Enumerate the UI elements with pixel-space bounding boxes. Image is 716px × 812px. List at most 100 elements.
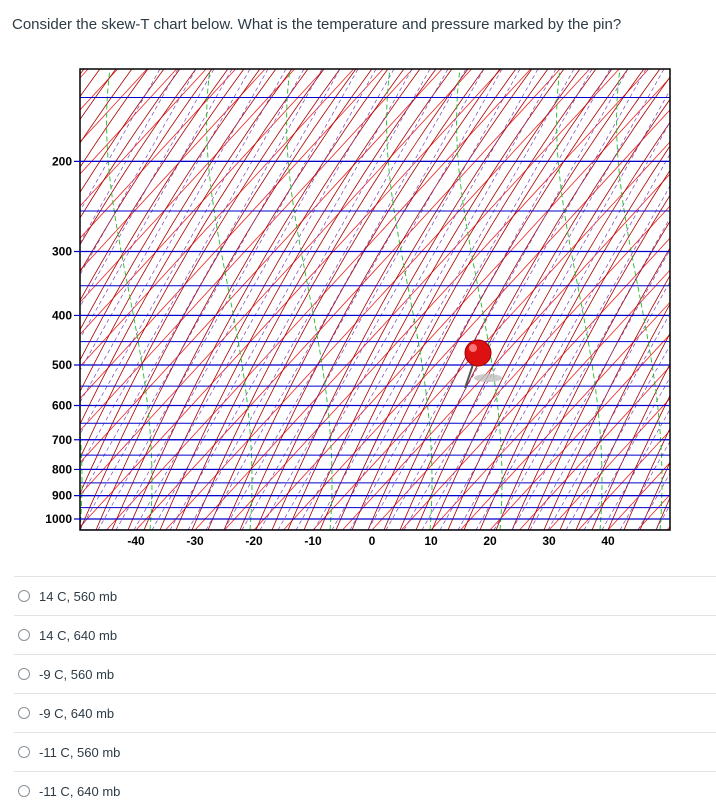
- isotherm-line: [578, 429, 670, 530]
- dry-adiabat: [319, 69, 581, 530]
- isotherm-line: [697, 69, 716, 530]
- dry-adiabat: [255, 69, 517, 530]
- mixing-ratio-line: [475, 185, 670, 530]
- mixing-ratio-line: [80, 69, 305, 467]
- mixing-ratio-line: [151, 69, 413, 530]
- mixing-ratio-line: [367, 69, 629, 530]
- dry-adiabat: [80, 69, 293, 426]
- moist-adiabat: [556, 69, 603, 530]
- dry-adiabat: [463, 145, 670, 530]
- dry-adiabat: [431, 98, 670, 530]
- radio-button[interactable]: [18, 785, 30, 797]
- dry-adiabat: [80, 69, 101, 98]
- isotherm-line: [80, 69, 413, 432]
- mixing-ratio-line: [439, 121, 670, 530]
- answer-label: -11 C, 640 mb: [39, 783, 121, 799]
- radio-button[interactable]: [18, 668, 30, 680]
- isotherm-line: [371, 205, 670, 530]
- pin-highlight: [469, 344, 477, 352]
- dry-adiabat: [80, 69, 245, 331]
- dry-adiabat: [623, 427, 670, 530]
- answer-label: -11 C, 560 mb: [39, 744, 121, 760]
- answer-label: 14 C, 560 mb: [39, 588, 118, 604]
- mixing-ratio-line: [295, 69, 557, 530]
- isotherm-line: [489, 333, 670, 530]
- x-tick-label: -40: [127, 534, 145, 548]
- mixing-ratio-line: [259, 69, 521, 530]
- mixing-ratio-line: [133, 69, 395, 530]
- dry-adiabat: [80, 69, 325, 495]
- dry-adiabat: [367, 69, 629, 530]
- x-tick-label: 20: [483, 534, 497, 548]
- mixing-ratio-line: [80, 69, 233, 340]
- moist-adiabat: [286, 69, 333, 530]
- x-tick-label: 10: [424, 534, 438, 548]
- mixing-ratio-line: [80, 69, 215, 308]
- mixing-ratio-line: [421, 89, 670, 530]
- mixing-ratio-line: [169, 69, 431, 530]
- y-tick-label: 600: [52, 399, 72, 413]
- y-tick-label: 300: [52, 244, 72, 258]
- answer-option[interactable]: -9 C, 560 mb: [14, 654, 716, 693]
- dry-adiabat: [351, 69, 613, 530]
- mixing-ratio-line: [547, 312, 670, 530]
- dry-adiabat: [80, 69, 165, 194]
- radio-button[interactable]: [18, 629, 30, 641]
- dry-adiabat: [575, 332, 670, 530]
- isotherm-line: [666, 526, 670, 530]
- mixing-ratio-line: [403, 69, 665, 530]
- answer-label: 14 C, 640 mb: [39, 627, 118, 643]
- mixing-ratio-line: [80, 69, 161, 212]
- answer-option[interactable]: -11 C, 560 mb: [14, 732, 716, 771]
- dry-adiabat: [80, 69, 117, 121]
- mixing-ratio-line: [241, 69, 503, 530]
- dry-adiabat: [159, 69, 421, 530]
- plot-frame: [79, 68, 671, 531]
- isotherm-line: [460, 301, 670, 530]
- isotherm-line: [342, 173, 670, 530]
- answer-option[interactable]: -11 C, 640 mb: [14, 771, 716, 810]
- dry-adiabat: [80, 69, 213, 273]
- isotherm-line: [80, 69, 295, 303]
- dry-adiabat: [0, 60, 66, 530]
- dry-adiabat: [80, 69, 149, 169]
- mixing-ratio-line: [710, 69, 716, 530]
- isotherm-line: [80, 69, 266, 271]
- radio-button[interactable]: [18, 590, 30, 602]
- answer-label: -9 C, 640 mb: [39, 705, 115, 721]
- x-tick-label: -20: [245, 534, 263, 548]
- dry-adiabat: [447, 121, 670, 530]
- dry-adiabat: [672, 60, 716, 530]
- moist-adiabat: [106, 69, 153, 530]
- answer-option[interactable]: -9 C, 640 mb: [14, 693, 716, 732]
- mixing-ratio-line: [637, 472, 670, 530]
- radio-button[interactable]: [18, 707, 30, 719]
- mixing-ratio-line: [80, 69, 269, 404]
- y-tick-label: 500: [52, 358, 72, 372]
- mixing-ratio-line: [97, 69, 359, 530]
- mixing-ratio-line: [115, 69, 377, 530]
- dry-adiabat: [80, 69, 309, 460]
- moist-adiabat: [616, 69, 663, 530]
- isotherm-line: [135, 69, 561, 530]
- radio-button[interactable]: [18, 746, 30, 758]
- dry-adiabat: [591, 363, 670, 530]
- dry-adiabat: [0, 60, 50, 530]
- isotherm-line: [401, 237, 670, 530]
- dry-adiabat: [0, 60, 82, 530]
- dry-adiabat: [303, 69, 565, 530]
- answer-option[interactable]: 14 C, 640 mb: [14, 615, 716, 654]
- isotherm-line: [80, 69, 472, 496]
- y-tick-label: 200: [52, 154, 72, 168]
- isotherm-line: [80, 69, 502, 528]
- dry-adiabat: [111, 69, 373, 530]
- dry-adiabat: [335, 69, 597, 530]
- answer-option[interactable]: 14 C, 560 mb: [14, 576, 716, 615]
- dry-adiabat: [80, 69, 181, 219]
- y-tick-label: 700: [52, 433, 72, 447]
- isotherm-line: [80, 69, 354, 368]
- dry-adiabat: [127, 69, 389, 530]
- dry-adiabat: [80, 69, 133, 144]
- y-tick-label: 900: [52, 489, 72, 503]
- question-text: Consider the skew-T chart below. What is…: [12, 16, 622, 33]
